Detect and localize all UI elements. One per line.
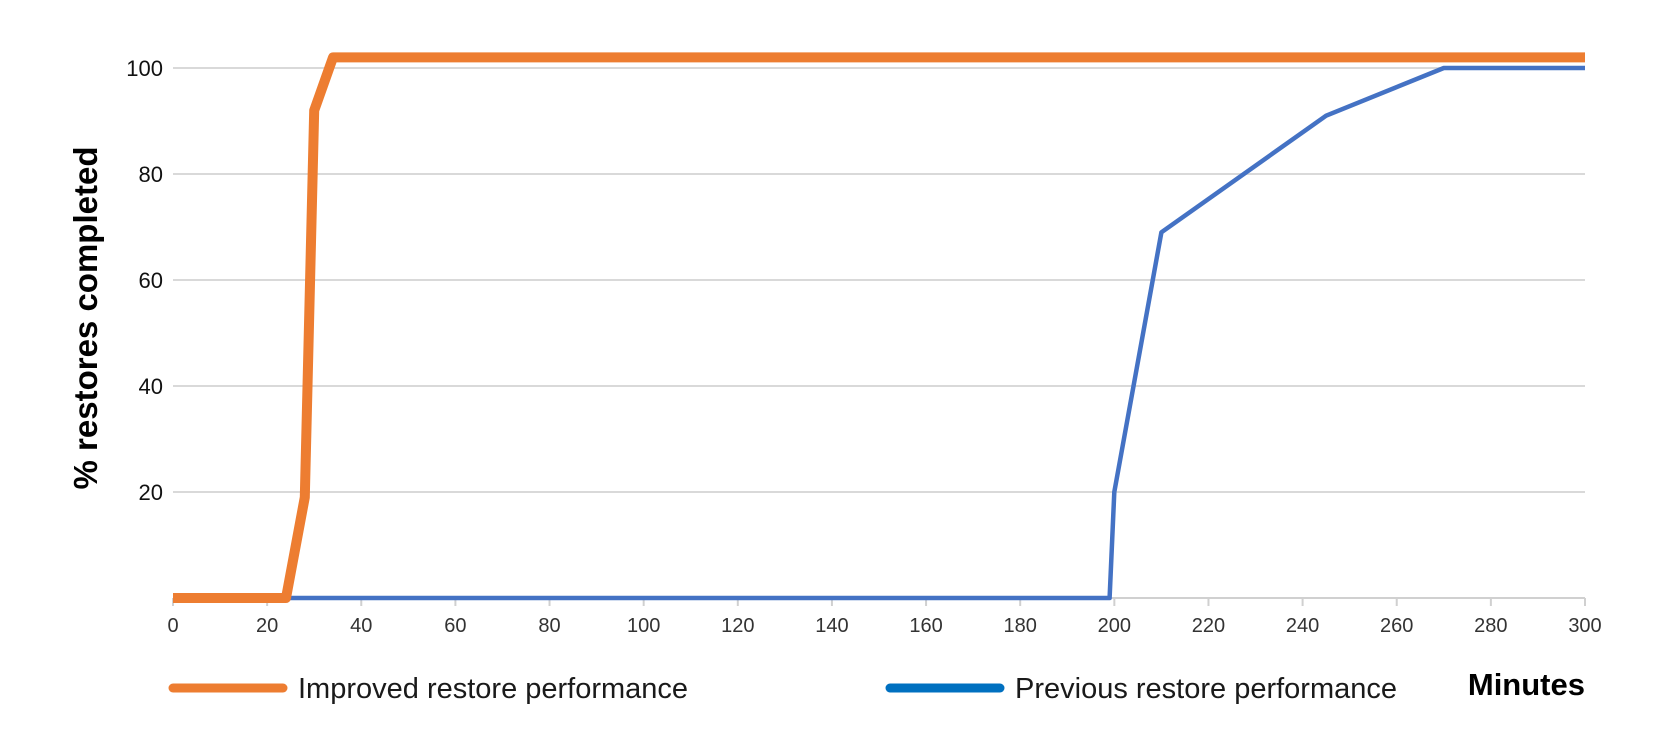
x-tick-label: 200	[1098, 615, 1131, 637]
x-tick-label: 300	[1568, 615, 1601, 637]
series-line-previous	[173, 65, 1585, 601]
x-tick-label: 140	[815, 615, 848, 637]
legend-label-improved: Improved restore performance	[298, 673, 688, 705]
x-tick-label: 180	[1004, 615, 1037, 637]
x-axis: 0 20 40 60 80 100 120 140 160 180 200 220 240 260 280 3…	[167, 597, 1602, 637]
legend: Improved restore performance Previous res…	[168, 673, 1397, 705]
legend-label-previous: Previous restore performance	[1015, 673, 1397, 705]
x-tick-label: 280	[1474, 615, 1507, 637]
y-tick-label: 20	[139, 480, 163, 505]
x-tick-label: 60	[444, 615, 466, 637]
y-axis: 20 40 60 80 100	[126, 56, 163, 505]
x-tick-label: 100	[627, 615, 660, 637]
y-tick-label: 100	[126, 56, 163, 81]
gridlines	[173, 67, 1585, 493]
x-tick-label: 160	[909, 615, 942, 637]
y-tick-label: 40	[139, 374, 163, 399]
x-tick-label: 40	[350, 615, 372, 637]
series-lines	[173, 52, 1585, 603]
x-tick-label: 0	[167, 615, 178, 637]
x-tick-label: 240	[1286, 615, 1319, 637]
x-tick-label: 120	[721, 615, 754, 637]
x-axis-title: Minutes	[1468, 667, 1585, 702]
x-tick-label: 80	[538, 615, 560, 637]
y-tick-label: 60	[139, 268, 163, 293]
x-tick-label: 20	[256, 615, 278, 637]
y-axis-title: % restores completed	[67, 147, 104, 490]
x-tick-label: 220	[1192, 615, 1225, 637]
y-tick-label: 80	[139, 162, 163, 187]
series-line-improved	[173, 52, 1585, 603]
x-tick-label: 260	[1380, 615, 1413, 637]
